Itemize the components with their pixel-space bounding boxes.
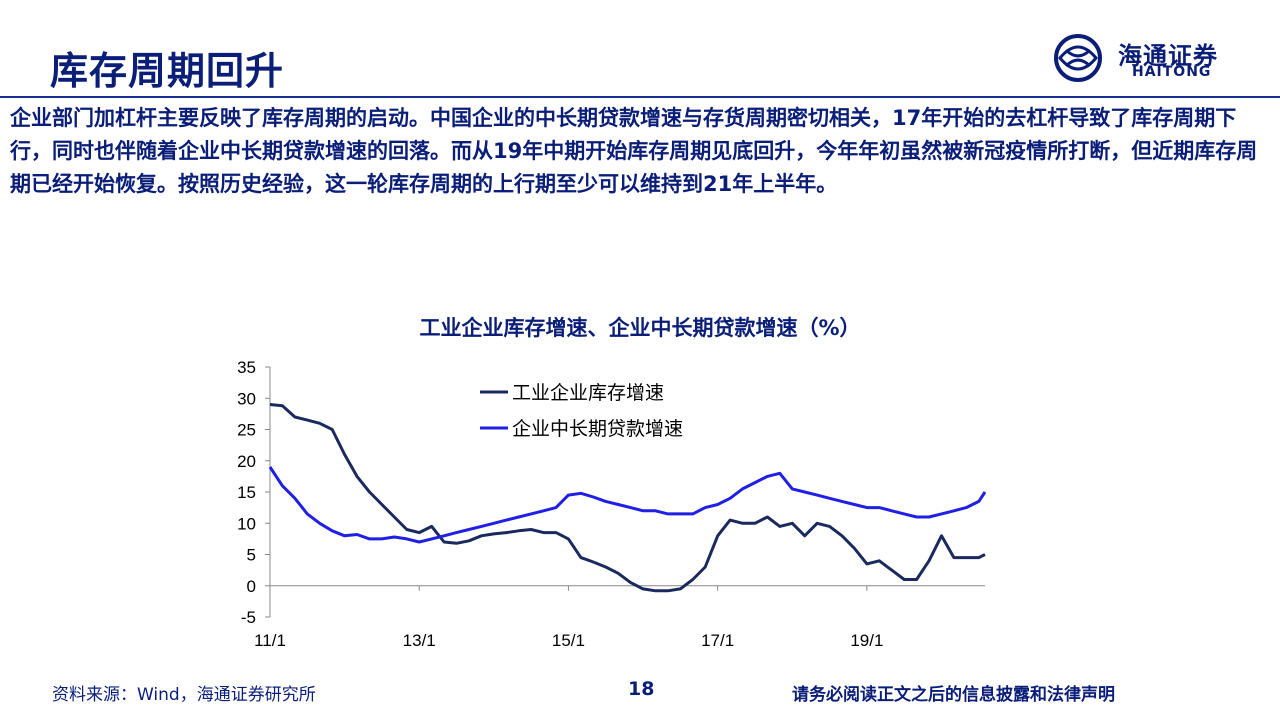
series-line-2 (268, 466, 987, 544)
y-tick-label: 30 (237, 389, 256, 408)
haitong-logo: 海通证券 HAITONG (1052, 32, 1252, 84)
legend-label: 企业中长期贷款增速 (512, 418, 683, 440)
legend-label: 工业企业库存增速 (512, 382, 664, 404)
y-tick-label: 15 (237, 483, 256, 502)
y-tick-label: 25 (237, 421, 256, 440)
x-tick-label: 15/1 (552, 631, 585, 650)
chart-title: 工业企业库存增速、企业中长期贷款增速（%） (419, 316, 861, 340)
slide-title: 库存周期回升 (50, 49, 285, 93)
series-line-1 (269, 403, 986, 593)
y-tick-label: 5 (247, 546, 256, 565)
summary-paragraph: 企业部门加杠杆主要反映了库存周期的启动。中国企业的中长期贷款增速与存货周期密切相… (10, 106, 1258, 196)
haitong-logo-icon (1054, 34, 1102, 82)
page-number: 18 (628, 678, 655, 700)
line-chart: 35 30 25 20 15 10 5 0 -5 11/1 13/1 15/1 17/1 19/1 工业企业… (237, 358, 987, 650)
x-tick-label: 17/1 (701, 631, 734, 650)
disclaimer-note: 请务必阅读正文之后的信息披露和法律声明 (792, 685, 1115, 705)
y-tick-label: 10 (237, 514, 256, 533)
x-tick-label: 13/1 (403, 631, 436, 650)
y-tick-label: 35 (237, 358, 256, 377)
x-tick-label: 11/1 (254, 631, 286, 650)
source-note: 资料来源：Wind，海通证券研究所 (52, 685, 316, 705)
y-tick-label: 20 (237, 452, 256, 471)
x-tick-label: 19/1 (850, 631, 883, 650)
logo-name-en: HAITONG (1132, 64, 1212, 80)
header-rule (0, 96, 1280, 98)
logo-name-cn: 海通证券 (1118, 42, 1218, 70)
y-tick-label: 0 (247, 577, 256, 596)
y-tick-label: -5 (241, 608, 256, 627)
